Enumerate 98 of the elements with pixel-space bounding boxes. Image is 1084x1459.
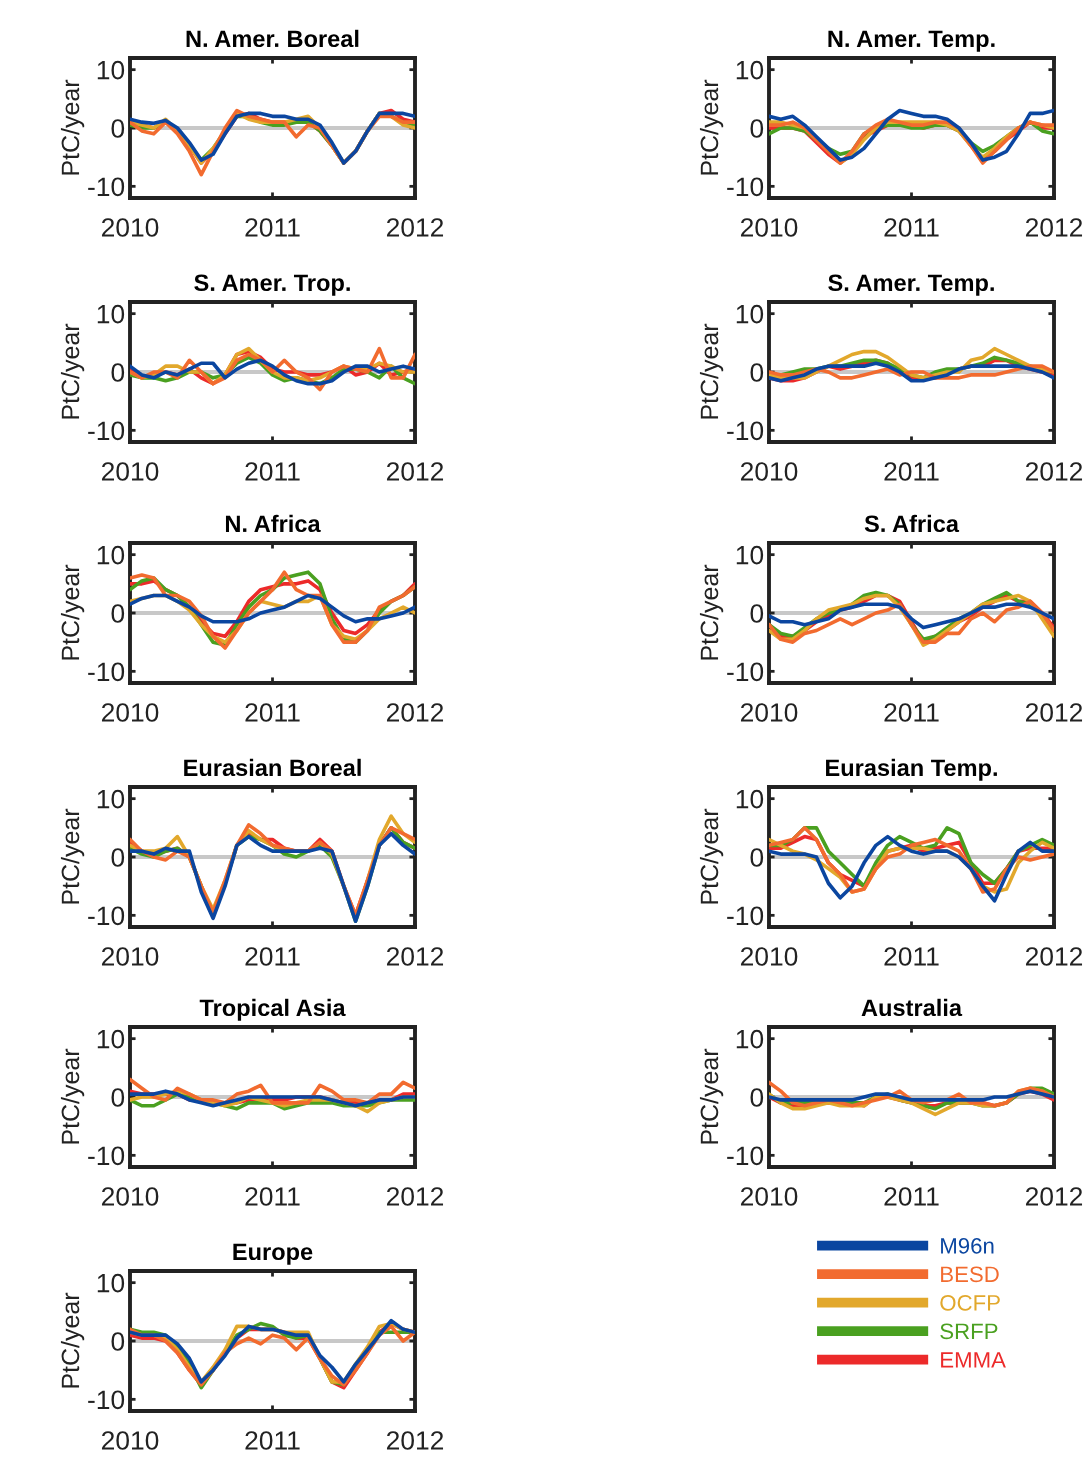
y-axis-title: PtC/year xyxy=(699,79,724,175)
y-axis-title: PtC/year xyxy=(60,79,85,175)
chart-title: S. Amer. Trop. xyxy=(194,274,350,296)
y-tick-label: -10 xyxy=(88,1146,125,1166)
x-tick-label: 2010 xyxy=(101,462,159,481)
x-tick-label: 2012 xyxy=(386,947,444,966)
x-tick-label: 2011 xyxy=(884,1187,939,1206)
line-series xyxy=(769,834,1054,903)
y-tick-label: -10 xyxy=(727,906,764,926)
x-tick-label: 2012 xyxy=(386,218,444,237)
x-tick-label: 2012 xyxy=(386,703,444,722)
chart-title: N. Amer. Boreal xyxy=(186,29,359,48)
y-tick-label: 0 xyxy=(750,363,764,382)
y-tick-label: -10 xyxy=(88,177,125,197)
x-tick-label: 2012 xyxy=(1025,1187,1083,1206)
x-tick-label: 2011 xyxy=(245,218,300,237)
x-tick-label: 2010 xyxy=(740,462,798,481)
chart-title: Australia xyxy=(861,998,963,1017)
x-tick-label: 2012 xyxy=(1025,218,1083,237)
y-tick-label: 0 xyxy=(111,363,125,382)
chart-title: Eurasian Temp. xyxy=(826,758,997,781)
y-tick-label: 0 xyxy=(111,119,125,138)
y-tick-label: 0 xyxy=(750,119,764,138)
chart-title: N. Africa xyxy=(225,514,321,533)
x-tick-label: 2012 xyxy=(386,462,444,481)
chart-title: S. Amer. Temp. xyxy=(828,274,994,296)
chart-title: Europe xyxy=(233,1243,313,1265)
x-tick-label: 2010 xyxy=(740,947,798,966)
y-tick-label: 0 xyxy=(111,848,125,867)
line-series xyxy=(130,593,415,624)
chart-title: S. Africa xyxy=(864,514,960,533)
y-tick-label: 0 xyxy=(750,604,764,623)
y-axis-title: PtC/year xyxy=(699,808,724,904)
y-tick-label: 10 xyxy=(97,1273,125,1293)
line-series xyxy=(769,1089,1054,1102)
x-tick-label: 2011 xyxy=(245,462,300,481)
x-tick-label: 2011 xyxy=(245,947,300,966)
y-tick-label: 10 xyxy=(736,789,764,809)
line-series xyxy=(769,108,1054,162)
text: OCFP xyxy=(940,1294,1000,1311)
x-tick-label: 2010 xyxy=(101,1187,159,1206)
y-tick-label: 0 xyxy=(111,1332,125,1351)
x-tick-label: 2011 xyxy=(884,703,939,722)
x-tick-label: 2012 xyxy=(1025,462,1083,481)
line-series xyxy=(769,602,1054,630)
x-tick-label: 2011 xyxy=(245,1187,300,1206)
y-tick-label: -10 xyxy=(727,421,764,441)
chart-title: Tropical Asia xyxy=(199,998,346,1021)
text: EMMA xyxy=(941,1352,1006,1368)
y-axis-title: PtC/year xyxy=(60,1048,85,1144)
y-tick-label: 0 xyxy=(111,604,125,623)
x-tick-label: 2010 xyxy=(740,1187,798,1206)
y-axis-title: PtC/year xyxy=(699,323,724,419)
chart-title: N. Amer. Temp. xyxy=(828,30,995,52)
x-tick-label: 2012 xyxy=(1025,703,1083,722)
text: SRFP xyxy=(940,1323,998,1340)
y-tick-label: 10 xyxy=(97,545,125,565)
y-tick-label: 10 xyxy=(97,789,125,809)
x-tick-label: 2010 xyxy=(740,703,798,722)
y-tick-label: -10 xyxy=(727,1146,764,1166)
x-tick-label: 2011 xyxy=(884,462,939,481)
y-tick-label: -10 xyxy=(88,421,125,441)
y-tick-label: 10 xyxy=(736,60,764,80)
y-tick-label: 0 xyxy=(750,1088,764,1107)
y-tick-label: -10 xyxy=(88,906,125,926)
y-tick-label: -10 xyxy=(88,662,125,682)
y-tick-label: 10 xyxy=(736,545,764,565)
y-axis-title: PtC/year xyxy=(699,1048,724,1144)
x-tick-label: 2012 xyxy=(386,1431,444,1450)
y-axis-title: PtC/year xyxy=(60,808,85,904)
y-tick-label: -10 xyxy=(88,1390,125,1410)
x-tick-label: 2010 xyxy=(101,1431,159,1450)
y-axis-title: PtC/year xyxy=(699,564,724,660)
text: M96n xyxy=(941,1237,994,1254)
chart-title: Eurasian Boreal xyxy=(184,758,361,777)
y-tick-label: 10 xyxy=(97,1029,125,1049)
x-tick-label: 2011 xyxy=(245,1431,300,1450)
y-tick-label: 0 xyxy=(111,1088,125,1107)
x-tick-label: 2010 xyxy=(101,703,159,722)
x-tick-label: 2012 xyxy=(1025,947,1083,966)
x-tick-label: 2010 xyxy=(101,218,159,237)
y-tick-label: 0 xyxy=(750,848,764,867)
x-tick-label: 2011 xyxy=(884,947,939,966)
x-tick-label: 2012 xyxy=(386,1187,444,1206)
y-axis-title: PtC/year xyxy=(60,564,85,660)
text: BESD xyxy=(941,1266,999,1283)
y-axis-title: PtC/year xyxy=(60,323,85,419)
y-tick-label: -10 xyxy=(727,662,764,682)
y-tick-label: 10 xyxy=(736,1029,764,1049)
x-tick-label: 2011 xyxy=(884,218,939,237)
y-tick-label: 10 xyxy=(736,304,764,324)
y-tick-label: 10 xyxy=(97,60,125,80)
y-tick-label: 10 xyxy=(97,304,125,324)
x-tick-label: 2010 xyxy=(101,947,159,966)
x-tick-label: 2010 xyxy=(740,218,798,237)
y-axis-title: PtC/year xyxy=(60,1292,85,1388)
x-tick-label: 2011 xyxy=(245,703,300,722)
y-tick-label: -10 xyxy=(727,177,764,197)
